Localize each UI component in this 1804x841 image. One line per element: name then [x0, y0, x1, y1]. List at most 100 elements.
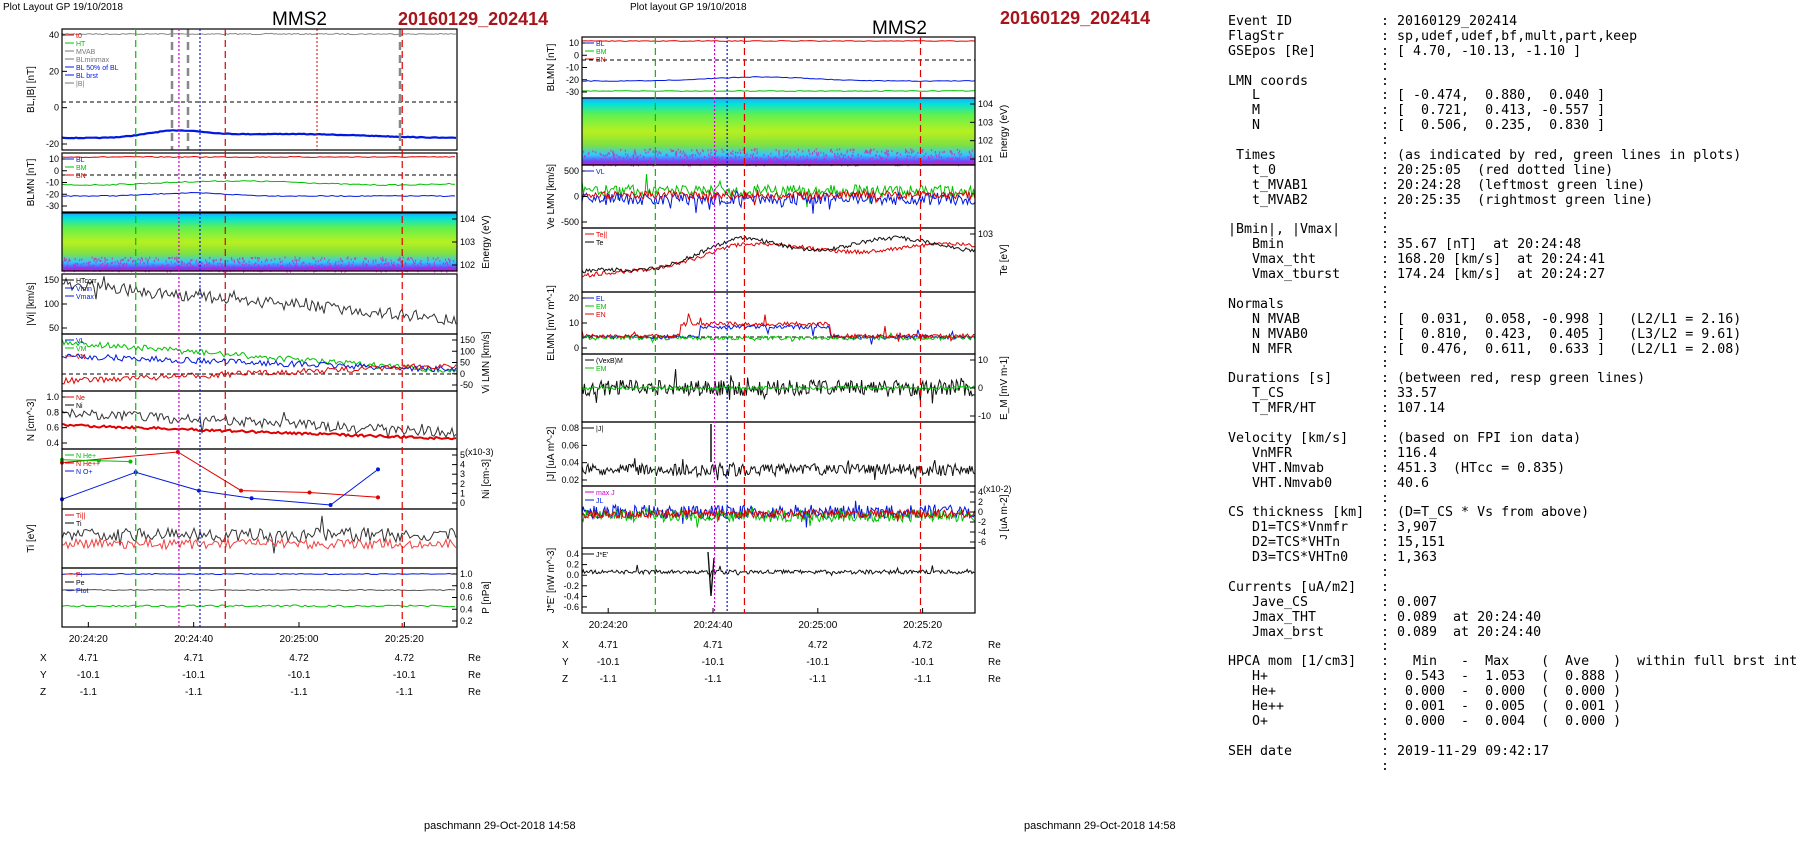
info-value: : 168.20 [km/s] at 20:24:41: [1381, 252, 1606, 268]
y-tick-label: 100: [44, 299, 59, 309]
info-row: He+: 0.000 - 0.000 ( 0.000 ): [1228, 684, 1796, 700]
info-value: : 107.14: [1381, 401, 1446, 417]
orbit-value: -1.1: [80, 687, 98, 698]
y-tick-label: 150: [460, 335, 475, 345]
y-tick-label: 1: [460, 488, 465, 498]
p-i: [61, 604, 455, 608]
legend-label: BN: [596, 57, 606, 64]
orbit-label: X: [40, 653, 47, 664]
en-trace: [581, 313, 976, 343]
legend-label: J*E': [596, 552, 608, 559]
legend-label: VL: [76, 338, 85, 345]
bl-trace: [581, 40, 976, 42]
y-tick-label: 500: [564, 166, 579, 176]
orbit-unit: Re: [468, 670, 481, 681]
y-tick-label: 104: [460, 214, 475, 224]
y-tick-label: -500: [561, 217, 579, 227]
jdote-trace: [581, 564, 975, 578]
legend-label: Vmin: [76, 286, 92, 293]
y-tick-label: 1.0: [460, 569, 473, 579]
info-key: Bmin: [1228, 237, 1285, 253]
legend-label: VL: [596, 169, 605, 176]
orbit-value: 4.71: [703, 640, 723, 651]
info-row: CS thickness [km]: (D=T_CS * Vs from abo…: [1228, 505, 1796, 521]
x-tick-label: 20:24:20: [69, 634, 108, 645]
info-key: Times: [1228, 148, 1277, 164]
orbit-unit: Re: [468, 653, 481, 664]
y-tick-label: 10: [978, 355, 988, 365]
info-value: : 0.089 at 20:24:40: [1381, 624, 1542, 640]
info-row: :: [1228, 208, 1796, 224]
info-row: :: [1228, 133, 1796, 149]
orbit-unit: Re: [988, 657, 1001, 668]
info-key: Durations [s]: [1228, 371, 1333, 387]
bn-trace: [61, 191, 456, 198]
y-axis-label: BL,|B| [nT]: [26, 66, 37, 113]
info-value: : 3,907: [1381, 520, 1438, 536]
info-row: H+: 0.543 - 1.053 ( 0.888 ): [1228, 669, 1796, 685]
x-tick-label: 20:24:40: [694, 620, 733, 631]
info-value: : 2019-11-29 09:42:17: [1381, 743, 1550, 759]
y-axis-label: J*E' [nW m^-3]: [546, 548, 557, 614]
legend-label: N He+: [76, 453, 96, 460]
scale-label: (x10-3): [465, 447, 494, 457]
mid-plot-layout-label: Plot layout GP 19/10/2018: [630, 2, 747, 13]
orbit-value: -1.1: [290, 687, 308, 698]
legend-label: Te||: [596, 232, 607, 239]
info-value: :: [1381, 73, 1390, 89]
vn-trace: [61, 363, 457, 385]
legend-label: Ne: [76, 395, 85, 402]
left-event-label: 20160129_202414: [398, 9, 549, 29]
y-tick-label: 10: [49, 154, 59, 164]
p-e: [61, 588, 455, 592]
info-value: : (as indicated by red, green lines in p…: [1381, 148, 1742, 164]
y-tick-label: -10: [978, 411, 991, 421]
te-par: [581, 241, 976, 278]
y-tick-label: 50: [460, 358, 470, 368]
info-value: : [ 4.70, -10.13, -1.10 ]: [1381, 43, 1582, 59]
spectrogram: [62, 213, 457, 271]
info-row: LMN coords:: [1228, 73, 1796, 90]
y-tick-label: 0: [460, 369, 465, 379]
info-key: N MVAB0: [1228, 326, 1309, 342]
info-key: VnMFR: [1228, 445, 1293, 461]
legend-label: BM: [596, 49, 607, 56]
info-key: N MFR: [1228, 341, 1293, 357]
info-key: D3=TCS*VHTn0: [1228, 550, 1349, 566]
panel-em: 10 0 -10 E_M [mV m-1] (VexB)MEM: [581, 353, 1010, 423]
legend-label: Ti: [76, 521, 82, 528]
info-key: N MVAB: [1228, 311, 1301, 327]
info-row: Vmax_tht: 168.20 [km/s] at 20:24:41: [1228, 252, 1796, 268]
y-tick-label: 0.08: [561, 423, 579, 433]
info-value: : [ 0.506, 0.235, 0.830 ]: [1381, 118, 1606, 134]
legend-label: Vmax: [76, 294, 94, 301]
spectrogram-speckle: [582, 148, 976, 167]
info-row: :: [1228, 729, 1796, 745]
hpca-point: [376, 467, 380, 472]
orbit-value: -1.1: [809, 674, 827, 685]
y-tick-label: 20: [49, 66, 59, 76]
legend-label: BN: [76, 173, 86, 180]
y-tick-label: 100: [460, 346, 475, 356]
y-tick-label: 5: [460, 450, 465, 460]
info-value: :: [1381, 133, 1390, 149]
bn-trace: [581, 76, 976, 82]
info-value: :: [1381, 639, 1390, 655]
legend-label: BL: [596, 41, 605, 48]
info-value: : 0.001 - 0.005 ( 0.001 ): [1381, 698, 1622, 714]
jm-trace: [581, 506, 975, 528]
legend-label: Ni: [76, 403, 83, 410]
info-key: VHT.Nmvab0: [1228, 475, 1333, 491]
y-tick-label: 103: [460, 237, 475, 247]
info-key: He++: [1228, 698, 1285, 714]
orbit-value: -1.1: [600, 674, 618, 685]
legend-label: max J: [596, 490, 615, 497]
info-key: Velocity [km/s]: [1228, 430, 1349, 446]
panel-frame: [61, 28, 458, 151]
legend-label: t0: [76, 33, 82, 40]
panel-jlmn: 420-2-4-6 J [uA m-2](x10-2) max JJL: [581, 484, 1012, 549]
